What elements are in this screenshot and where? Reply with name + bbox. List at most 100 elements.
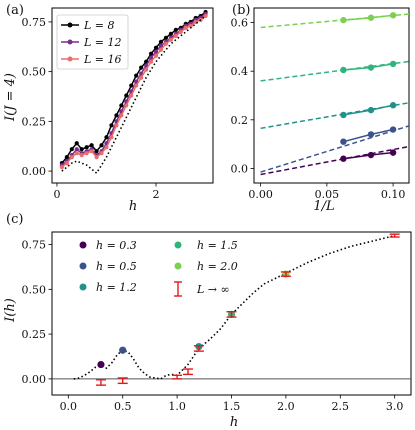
panel-b-ytick-label-0: 0.0	[231, 162, 249, 175]
panel-a-series-2-point-29	[203, 13, 208, 19]
panel-b-series-2-point-2	[389, 102, 397, 109]
panel-a-series-2-point-26	[188, 23, 193, 28]
panel-b-series-4-point-0	[340, 16, 347, 24]
panel-b-ytick-label-3: 0.6	[231, 17, 249, 30]
panel-b-fit-line-0	[260, 145, 410, 176]
panel-c-errorbar-7	[389, 233, 400, 238]
panel-c-xtick-label-6: 3.0	[386, 400, 404, 413]
panel-a-series-2-point-1	[64, 161, 69, 166]
panel-a-series-2-point-0	[59, 164, 65, 170]
panel-b-series-4-point-1	[367, 14, 375, 21]
legend-a-label-1: L = 12	[83, 36, 122, 49]
legend-c-label-4: h = 2.0	[197, 260, 238, 273]
panel-c-ytick-label-0: 0.00	[22, 373, 47, 386]
legend-a-marker-2	[67, 56, 73, 62]
legend-a: L = 8 L = 12 L = 16	[56, 14, 129, 70]
panel-a-series-2-point-23	[173, 33, 178, 38]
legend-c: h = 0.3 h = 0.5 h = 1.2 h = 1.5 h = 2.0 …	[79, 239, 238, 297]
legend-c-marker-4	[174, 262, 182, 270]
panel-c: 0.0 0.5 1.0 1.5 2.0 2.5 3.0 0.00 0.25 0.50 0.75	[22, 231, 412, 413]
panel-a-series-0-point-15	[134, 73, 139, 78]
legend-c-marker-3	[174, 241, 182, 249]
panel-b-frame	[253, 7, 410, 184]
panel-a-series-0-point-14	[129, 83, 134, 88]
panel-a-series-1-point-20	[158, 43, 164, 48]
panel-a-series-2-point-7	[94, 155, 99, 160]
legend-c-marker-5	[174, 281, 182, 297]
panel-a-series-2-point-20	[158, 47, 164, 52]
panel-c-point-0	[97, 360, 105, 369]
panel-a-series-2-point-15	[134, 83, 139, 88]
panel-a-series-2-point-22	[168, 37, 173, 42]
panel-a-series-2-point-19	[153, 53, 159, 58]
ylabel-a: I(J = 4)	[3, 73, 18, 122]
panel-a-series-0-point-6	[89, 143, 94, 148]
panel-a-series-1-point-19	[153, 49, 159, 54]
legend-c-marker-0	[79, 241, 87, 249]
legend-c-label-5: L → ∞	[196, 283, 230, 296]
legend-c-marker-2	[79, 283, 87, 291]
panel-b: 0.00 0.05 0.10 0.0 0.2 0.4 0.6	[231, 7, 410, 201]
panel-a-series-2-point-12	[119, 113, 124, 118]
panel-b-series-0-point-2	[389, 149, 397, 156]
xlabel-b: 1/L	[313, 199, 334, 214]
panel-a-series-0-point-4	[79, 147, 84, 152]
panel-a-series-2-point-16	[139, 75, 144, 80]
panel-c-ytick-label-3: 0.75	[22, 239, 47, 252]
panel-c-dotted-curve	[73, 234, 395, 380]
panel-a-ytick-label-0: 0.00	[22, 165, 47, 178]
panel-a-series-0-point-13	[124, 93, 129, 98]
panel-b-series-4-point-2	[389, 12, 397, 19]
panel-c-errorbar-1	[117, 377, 128, 385]
panel-b-xtick-label-1: 0.05	[315, 188, 340, 201]
xlabel-c: h	[230, 415, 238, 430]
panel-a-series-0-point-9	[104, 135, 109, 140]
panel-c-errorbar-2	[172, 374, 183, 380]
panel-a-series-0-point-1	[64, 155, 69, 160]
panel-a-series-2-point-6	[89, 149, 94, 154]
xlabel-a: h	[129, 199, 137, 214]
panel-a-series-0-point-7	[94, 149, 99, 154]
legend-c-label-2: h = 1.2	[96, 281, 137, 294]
panel-a-series-2-point-10	[109, 135, 114, 140]
panel-b-series-1-point-1	[367, 131, 375, 138]
panel-b-fit-line-2	[260, 102, 410, 130]
panel-a-series-2-point-17	[144, 67, 149, 72]
panel-a-series-2-point-25	[183, 25, 188, 30]
legend-a-marker-1	[67, 39, 73, 45]
panel-c-errorbar-3	[182, 368, 193, 376]
panel-a-series-0-point-3	[74, 141, 79, 146]
panel-b-series-0-point-1	[367, 151, 375, 159]
panel-a-ytick-label-2: 0.50	[22, 66, 47, 79]
legend-a-label-2: L = 16	[83, 53, 122, 66]
panel-c-errorbar-6	[280, 271, 291, 277]
panel-a-series-2-point-24	[178, 29, 183, 34]
panel-a-series-1-point-18	[148, 55, 154, 60]
panel-a-series-2-point-3	[74, 151, 79, 156]
panel-a-series-0-point-19	[153, 45, 159, 50]
panel-c-xtick-label-5: 2.5	[332, 400, 350, 413]
panel-label-c: (c)	[6, 212, 23, 227]
panel-a-series-2-point-5	[84, 151, 89, 156]
panel-a: 0 2 0.00 0.25 0.50 0.75	[22, 7, 214, 201]
panel-a-frame	[51, 7, 214, 184]
panel-b-xtick-label-2: 0.10	[381, 188, 406, 201]
panel-c-ytick-label-2: 0.50	[22, 283, 47, 296]
panel-a-xtick-label-0: 0	[53, 188, 60, 201]
panel-a-series-0-point-10	[109, 123, 114, 128]
panel-c-xtick-label-4: 2.0	[277, 400, 295, 413]
panel-a-series-0-point-21	[163, 35, 169, 40]
panel-a-ytick-label-3: 0.75	[22, 16, 47, 29]
panel-c-errorbar-4	[193, 345, 204, 352]
panel-a-series-0-point-2	[69, 147, 74, 152]
ylabel-c: I(h)	[3, 298, 18, 323]
panel-c-errorbar-0	[95, 379, 106, 386]
panel-a-series-2-point-8	[99, 151, 104, 156]
panel-c-xtick-label-3: 1.5	[223, 400, 241, 413]
legend-c-label-0: h = 0.3	[96, 239, 137, 252]
panel-a-series-0-point-20	[158, 39, 164, 44]
legend-c-label-3: h = 1.5	[197, 239, 238, 252]
panel-b-fit-line-1	[260, 125, 410, 173]
panel-a-series-1-point-3	[74, 147, 79, 152]
